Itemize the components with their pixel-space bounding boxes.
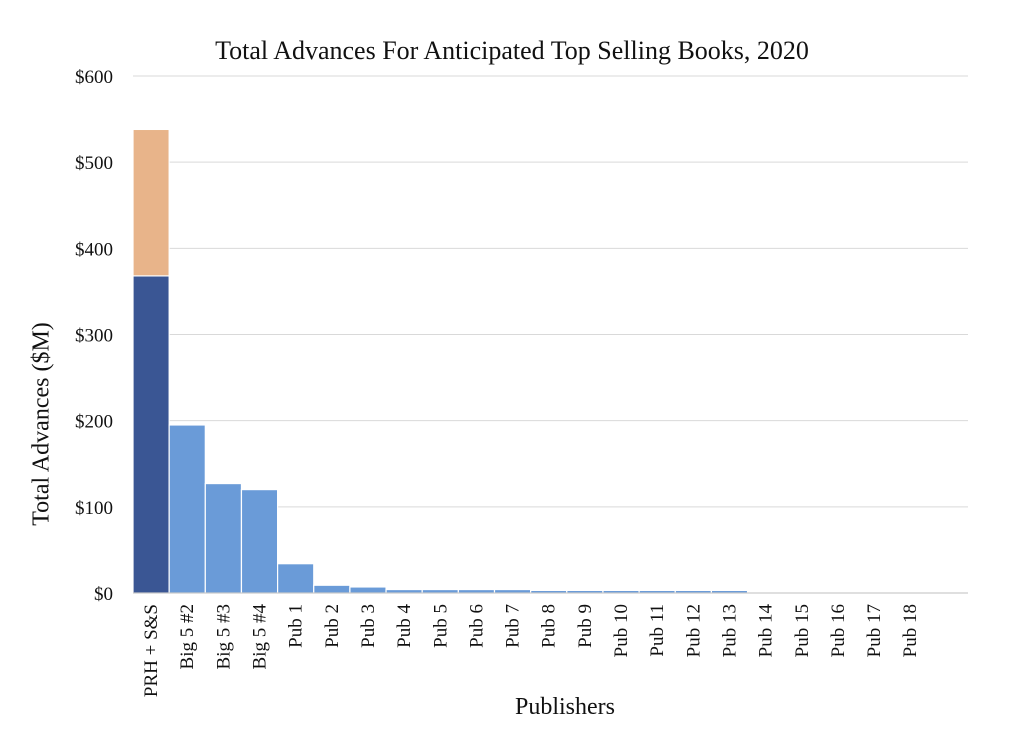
chart-title: Total Advances For Anticipated Top Selli… (215, 36, 809, 65)
x-tick-label: Pub 15 (792, 604, 813, 657)
x-tick-label: Pub 6 (466, 604, 487, 648)
x-tick-label: Big 5 #4 (250, 604, 271, 670)
x-tick-label: Pub 3 (358, 604, 379, 648)
x-tick-label: Big 5 #2 (177, 604, 198, 669)
bar-pub-4-s2 (385, 588, 423, 594)
x-tick-label: Pub 4 (394, 604, 415, 648)
bar-pub-2-s2 (313, 584, 351, 594)
bar-pub-6-s2 (457, 588, 496, 594)
x-tick-label: Pub 7 (503, 604, 524, 648)
bar-big-5-2-s2 (168, 424, 206, 594)
x-axis-label: Publishers (514, 694, 616, 720)
x-tick-label: Pub 17 (864, 604, 885, 657)
x-tick-label: Pub 13 (719, 604, 740, 657)
x-tick-label: Pub 8 (539, 604, 560, 648)
x-tick-label: Pub 10 (611, 604, 632, 657)
bar-pub-7-s2 (493, 588, 532, 594)
x-tick-label: Pub 18 (900, 604, 921, 657)
y-tick-label: $200 (75, 412, 113, 433)
bar-big-5-3-s2 (204, 482, 243, 594)
x-tick-label: Big 5 #3 (213, 604, 234, 669)
y-tick-label: $100 (75, 498, 113, 519)
x-tick-label: Pub 12 (683, 604, 704, 657)
bar-pub-5-s2 (421, 588, 459, 594)
bar-pub-3-s2 (349, 586, 387, 594)
x-tick-label: Pub 11 (647, 604, 668, 657)
y-tick-label: $400 (75, 239, 113, 260)
bar-big-5-4-s2 (240, 489, 279, 594)
y-tick-label: $500 (75, 153, 113, 174)
bar-pub-1-s2 (277, 563, 315, 594)
y-tick-label: $300 (75, 326, 113, 347)
x-tick-label: PRH + S&S (141, 604, 162, 697)
x-tick-label: Pub 14 (756, 604, 777, 658)
y-tick-label: $0 (94, 584, 113, 605)
x-tick-label: Pub 5 (430, 604, 451, 648)
x-tick-label: Pub 1 (286, 604, 307, 648)
y-tick-label: $600 (75, 67, 113, 88)
x-tick-label: Pub 16 (828, 604, 849, 657)
bar-prh-s-s-s1 (132, 128, 170, 277)
x-tick-label: Pub 2 (322, 604, 343, 648)
bar-prh-s-s-s0 (132, 275, 170, 594)
x-tick-label: Pub 9 (575, 604, 596, 648)
